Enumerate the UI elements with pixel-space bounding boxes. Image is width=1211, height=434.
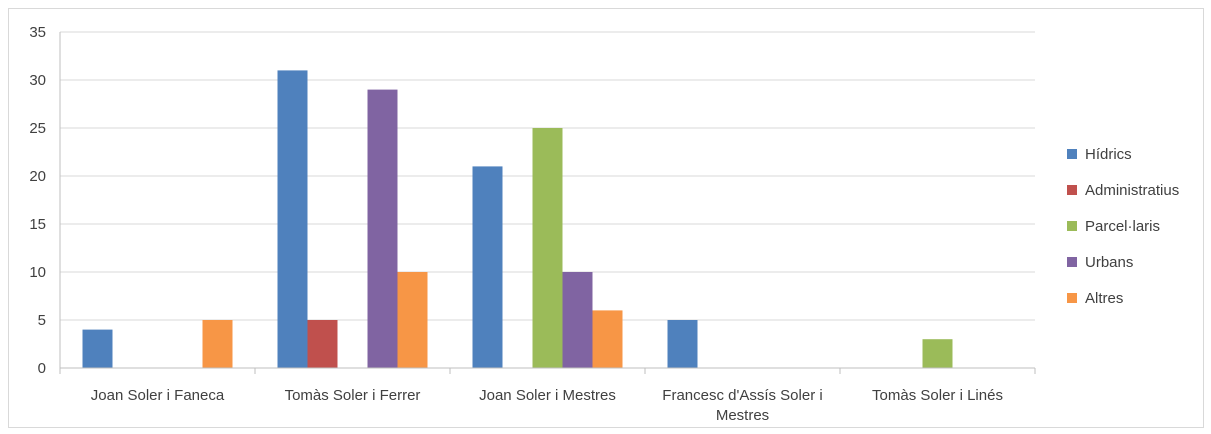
- bar-h-drics-4: [667, 320, 698, 368]
- legend-item: Hídrics: [1067, 146, 1132, 163]
- bar-parcel-laris-5: [922, 339, 953, 368]
- legend-swatch: [1067, 257, 1077, 267]
- x-axis: Joan Soler i Faneca Tomàs Soler i Ferrer J…: [59, 367, 1036, 424]
- legend-swatch: [1067, 221, 1077, 231]
- bar-altres-2: [397, 272, 428, 368]
- bars: [82, 70, 953, 369]
- y-tick-label: 25: [29, 120, 46, 137]
- legend-item: Parcel·laris: [1067, 218, 1160, 235]
- legend-swatch: [1067, 293, 1077, 303]
- y-tick-label: 0: [38, 360, 46, 377]
- bar-administratius-2: [307, 320, 338, 368]
- legend-label: Administratius: [1085, 182, 1179, 199]
- x-tick-label: Mestres: [716, 407, 769, 424]
- x-tick-label: Joan Soler i Faneca: [91, 387, 225, 404]
- x-tick-label: Joan Soler i Mestres: [479, 387, 616, 404]
- legend-item: Altres: [1067, 290, 1123, 307]
- bar-h-drics-1: [82, 329, 113, 368]
- y-tick-label: 20: [29, 168, 46, 185]
- bar-parcel-laris-3: [532, 128, 563, 368]
- x-tick-label: Francesc d'Assís Soler i: [662, 387, 822, 404]
- y-tick-label: 15: [29, 216, 46, 233]
- legend-swatch: [1067, 149, 1077, 159]
- y-tick-label: 30: [29, 72, 46, 89]
- legend-label: Hídrics: [1085, 146, 1132, 163]
- bar-h-drics-3: [472, 166, 503, 368]
- y-tick-label: 35: [29, 24, 46, 41]
- x-tick-label: Tomàs Soler i Ferrer: [285, 387, 421, 404]
- x-tick-label: Tomàs Soler i Linés: [872, 387, 1003, 404]
- legend-label: Parcel·laris: [1085, 218, 1160, 235]
- legend-label: Altres: [1085, 290, 1123, 307]
- y-tick-label: 5: [38, 312, 46, 329]
- bar-h-drics-2: [277, 70, 308, 369]
- bar-urbans-3: [562, 272, 593, 368]
- legend: Hídrics Administratius Parcel·laris Urbans A…: [1067, 146, 1179, 307]
- bar-altres-3: [592, 310, 623, 368]
- bar-altres-1: [202, 320, 233, 368]
- legend-item: Administratius: [1067, 182, 1179, 199]
- y-tick-label: 10: [29, 264, 46, 281]
- legend-item: Urbans: [1067, 254, 1133, 271]
- legend-label: Urbans: [1085, 254, 1133, 271]
- bar-urbans-2: [367, 89, 398, 368]
- y-axis: 0 5 10 15 20 25 30 35: [29, 24, 61, 377]
- legend-swatch: [1067, 185, 1077, 195]
